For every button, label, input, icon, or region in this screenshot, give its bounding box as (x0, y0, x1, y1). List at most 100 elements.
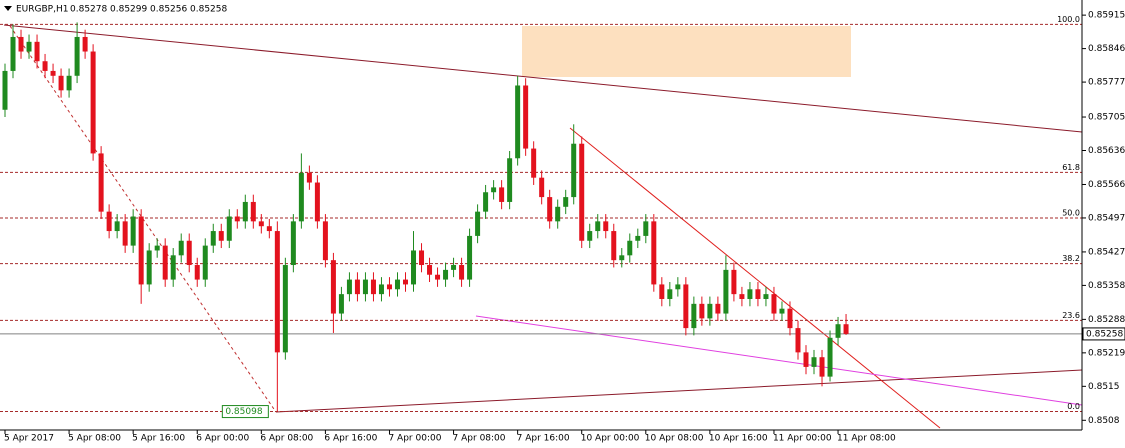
candle-body (314, 182, 320, 222)
candle-body (739, 294, 745, 299)
candle-body (835, 324, 841, 338)
fib-label: 100.0 (1057, 15, 1080, 24)
candle-body (691, 303, 697, 329)
candle-body (611, 231, 617, 261)
candle-body (715, 303, 721, 314)
fib-label: 23.6 (1062, 311, 1080, 320)
y-tick-label: 0.85288 (1088, 315, 1125, 325)
x-tick-label: 5 Apr 08:00 (68, 434, 121, 444)
candle-body (475, 211, 481, 236)
price-box (1082, 327, 1125, 341)
low-marker-label: 0.85098 (225, 407, 262, 417)
candle-body (419, 250, 425, 266)
candle-body (66, 75, 72, 91)
candle-body (90, 51, 96, 154)
candle-body (74, 36, 80, 76)
candle-body (491, 187, 497, 193)
y-tick-label: 0.85427 (1088, 247, 1125, 257)
candle-body (459, 265, 465, 280)
candle-body (563, 197, 569, 207)
candle-body (843, 324, 849, 334)
candle-body (595, 221, 601, 232)
ohlc-close: 0.85258 (190, 5, 227, 15)
candle-body (210, 231, 216, 246)
candle-body (555, 206, 561, 222)
candle-body (346, 279, 352, 295)
x-tick-label: 10 Apr 00:00 (581, 434, 640, 444)
candle-body (619, 255, 625, 261)
candle-body (386, 284, 392, 290)
candle-body (427, 265, 433, 275)
candle-body (643, 221, 649, 236)
x-tick-label: 5 Apr 2017 (4, 434, 54, 444)
x-tick-label: 7 Apr 00:00 (388, 434, 441, 444)
candle-body (603, 221, 609, 232)
candle-body (547, 197, 553, 222)
ohlc-high: 0.85299 (110, 5, 147, 15)
candle-body (194, 265, 200, 280)
candle-body (354, 279, 360, 295)
y-tick-label: 0.85219 (1088, 348, 1125, 358)
candle-body (467, 235, 473, 280)
candle-body (787, 308, 793, 329)
candle-body (282, 265, 288, 353)
candle-body (178, 240, 184, 256)
y-tick-label: 0.85705 (1088, 113, 1125, 123)
candle-body (202, 245, 208, 280)
x-tick-label: 7 Apr 16:00 (517, 434, 570, 444)
candle-body (170, 255, 176, 280)
candle-body (226, 216, 232, 241)
zone-rectangle (522, 26, 851, 77)
candle-body (146, 250, 152, 285)
candle-body (827, 337, 833, 377)
candle-body (26, 41, 32, 52)
candle-body (411, 250, 417, 285)
candle-body (34, 41, 40, 62)
candle-body (290, 221, 296, 266)
candle-body (819, 357, 825, 377)
candle-body (362, 279, 368, 295)
candle-body (138, 216, 144, 285)
candle-body (515, 85, 521, 159)
candle-body (803, 352, 809, 367)
candle-body (322, 221, 328, 261)
candle-body (106, 211, 112, 232)
candle-body (723, 269, 729, 314)
low-marker-box (221, 405, 269, 419)
candle-body (795, 328, 801, 353)
x-tick-label: 11 Apr 08:00 (837, 434, 896, 444)
y-tick-label: 0.85846 (1088, 44, 1125, 54)
candle-body (250, 201, 256, 222)
candle-body (771, 294, 777, 314)
price-label: 0.85258 (1086, 329, 1123, 339)
candle-body (370, 279, 376, 295)
y-tick-label: 0.85497 (1088, 213, 1125, 223)
candle-body (667, 289, 673, 299)
candle-body (539, 177, 545, 198)
x-tick-label: 6 Apr 16:00 (324, 434, 377, 444)
candle-body (451, 265, 457, 270)
candle-body (747, 289, 753, 299)
y-tick-label: 0.85777 (1088, 78, 1125, 88)
candle-body (627, 240, 633, 256)
candle-body (483, 192, 489, 212)
candle-body (114, 221, 120, 232)
symbol-title: EURGBP,H1 (16, 5, 68, 15)
candle-body (811, 357, 817, 367)
candle-body (755, 289, 761, 299)
y-tick-label: 0.8508 (1088, 416, 1120, 426)
x-tick-label: 10 Apr 08:00 (645, 434, 704, 444)
plot-area (0, 22, 1082, 413)
candle-body (651, 221, 657, 285)
candle-body (378, 284, 384, 295)
candle-body (579, 143, 585, 241)
trendline (569, 127, 941, 429)
candle-body (18, 36, 24, 52)
candle-body (218, 231, 224, 241)
trendline (3, 24, 1083, 133)
fib-label: 61.8 (1062, 163, 1080, 172)
candle-body (763, 294, 769, 299)
candle-body (154, 245, 160, 251)
y-tick-label: 0.85915 (1088, 11, 1125, 21)
candle-body (234, 216, 240, 222)
